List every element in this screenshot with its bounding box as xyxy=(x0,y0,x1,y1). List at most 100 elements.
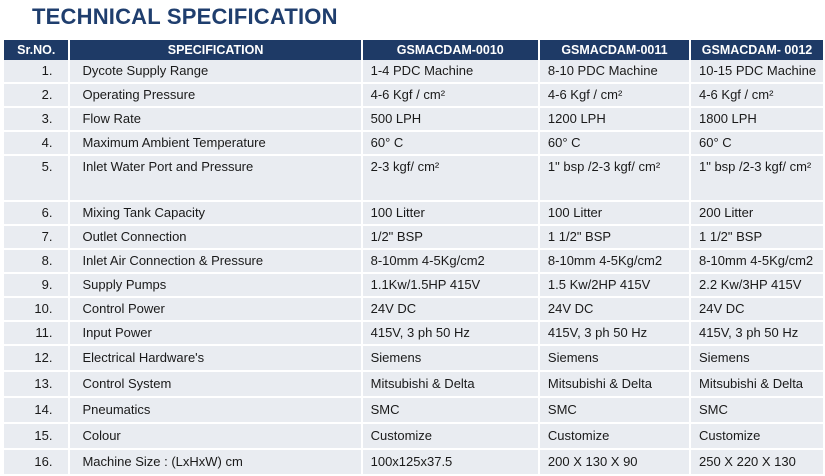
row-specification: Electrical Hardware's xyxy=(70,346,361,372)
row-value-gsmacdam-0010: 2-3 kgf/ cm² xyxy=(362,156,538,202)
row-value-gsmacdam-0012: Siemens xyxy=(691,346,823,372)
row-sr-number: 8. xyxy=(4,250,69,274)
table-row: 10. Control Power 24V DC 24V DC 24V DC xyxy=(4,298,823,322)
row-specification: Outlet Connection xyxy=(70,226,361,250)
row-value-gsmacdam-0012: Customize xyxy=(691,424,823,450)
row-value-gsmacdam-0010: 8-10mm 4-5Kg/cm2 xyxy=(362,250,538,274)
row-value-gsmacdam-0011: Customize xyxy=(539,424,689,450)
row-value-gsmacdam-0010: 24V DC xyxy=(362,298,538,322)
row-value-gsmacdam-0012: 2.2 Kw/3HP 415V xyxy=(691,274,823,298)
row-value-gsmacdam-0011: 100 Litter xyxy=(539,202,689,226)
row-value-gsmacdam-0011: 1" bsp /2-3 kgf/ cm² xyxy=(539,156,689,202)
row-value-gsmacdam-0012: 4-6 Kgf / cm² xyxy=(691,84,823,108)
row-value-gsmacdam-0010: 415V, 3 ph 50 Hz xyxy=(362,322,538,346)
row-sr-number: 13. xyxy=(4,372,69,398)
row-specification: Operating Pressure xyxy=(70,84,361,108)
row-sr-number: 1. xyxy=(4,60,69,84)
row-value-gsmacdam-0012: 1800 LPH xyxy=(691,108,823,132)
table-row: 5. Inlet Water Port and Pressure 2-3 kgf/ … xyxy=(4,156,823,202)
row-value-gsmacdam-0010: 500 LPH xyxy=(362,108,538,132)
row-sr-number: 3. xyxy=(4,108,69,132)
row-value-gsmacdam-0010: 1-4 PDC Machine xyxy=(362,60,538,84)
row-value-gsmacdam-0010: SMC xyxy=(362,398,538,424)
table-header-row: Sr.NO. SPECIFICATION GSMACDAM-0010 GSMAC… xyxy=(4,40,823,60)
column-header-gsmacdam-0011: GSMACDAM-0011 xyxy=(539,40,689,60)
row-value-gsmacdam-0012: Mitsubishi & Delta xyxy=(691,372,823,398)
row-value-gsmacdam-0010: 60° C xyxy=(362,132,538,156)
row-value-gsmacdam-0012: 10-15 PDC Machine xyxy=(691,60,823,84)
row-value-gsmacdam-0011: 60° C xyxy=(539,132,689,156)
row-specification: Mixing Tank Capacity xyxy=(70,202,361,226)
row-value-gsmacdam-0011: 4-6 Kgf / cm² xyxy=(539,84,689,108)
table-row: 15. Colour Customize Customize Customize xyxy=(4,424,823,450)
table-row: 9. Supply Pumps 1.1Kw/1.5HP 415V 1.5 Kw/2HP… xyxy=(4,274,823,298)
column-header-gsmacdam-0010: GSMACDAM-0010 xyxy=(362,40,538,60)
row-specification: Dycote Supply Range xyxy=(70,60,361,84)
row-sr-number: 16. xyxy=(4,450,69,476)
row-sr-number: 7. xyxy=(4,226,69,250)
row-specification: Supply Pumps xyxy=(70,274,361,298)
row-sr-number: 10. xyxy=(4,298,69,322)
table-row: 8. Inlet Air Connection & Pressure 8-10mm … xyxy=(4,250,823,274)
table-row: 14. Pneumatics SMC SMC SMC xyxy=(4,398,823,424)
row-value-gsmacdam-0011: 8-10 PDC Machine xyxy=(539,60,689,84)
row-value-gsmacdam-0010: Siemens xyxy=(362,346,538,372)
row-value-gsmacdam-0011: 24V DC xyxy=(539,298,689,322)
row-value-gsmacdam-0010: 100x125x37.5 xyxy=(362,450,538,476)
row-value-gsmacdam-0012: SMC xyxy=(691,398,823,424)
row-value-gsmacdam-0011: 8-10mm 4-5Kg/cm2 xyxy=(539,250,689,274)
row-value-gsmacdam-0012: 1" bsp /2-3 kgf/ cm² xyxy=(691,156,823,202)
row-sr-number: 15. xyxy=(4,424,69,450)
table-row: 2. Operating Pressure 4-6 Kgf / cm² 4-6 Kgf… xyxy=(4,84,823,108)
table-row: 1. Dycote Supply Range 1-4 PDC Machine 8-10… xyxy=(4,60,823,84)
row-specification: Maximum Ambient Temperature xyxy=(70,132,361,156)
table-row: 13. Control System Mitsubishi & Delta Mitsu… xyxy=(4,372,823,398)
row-value-gsmacdam-0011: 200 X 130 X 90 xyxy=(539,450,689,476)
row-sr-number: 9. xyxy=(4,274,69,298)
row-value-gsmacdam-0010: Mitsubishi & Delta xyxy=(362,372,538,398)
row-value-gsmacdam-0011: 1 1/2" BSP xyxy=(539,226,689,250)
row-value-gsmacdam-0010: Customize xyxy=(362,424,538,450)
column-header-gsmacdam-0012: GSMACDAM- 0012 xyxy=(691,40,823,60)
row-value-gsmacdam-0012: 250 X 220 X 130 xyxy=(691,450,823,476)
row-value-gsmacdam-0012: 60° C xyxy=(691,132,823,156)
table-row: 7. Outlet Connection 1/2" BSP 1 1/2" BSP 1 1… xyxy=(4,226,823,250)
row-value-gsmacdam-0010: 4-6 Kgf / cm² xyxy=(362,84,538,108)
row-value-gsmacdam-0012: 8-10mm 4-5Kg/cm2 xyxy=(691,250,823,274)
row-sr-number: 2. xyxy=(4,84,69,108)
row-value-gsmacdam-0011: SMC xyxy=(539,398,689,424)
row-specification: Control Power xyxy=(70,298,361,322)
row-value-gsmacdam-0012: 1 1/2" BSP xyxy=(691,226,823,250)
row-sr-number: 12. xyxy=(4,346,69,372)
column-header-sr-no: Sr.NO. xyxy=(4,40,69,60)
row-value-gsmacdam-0010: 1/2" BSP xyxy=(362,226,538,250)
table-row: 16. Machine Size : (LxHxW) cm 100x125x37.5… xyxy=(4,450,823,476)
row-sr-number: 11. xyxy=(4,322,69,346)
row-specification: Input Power xyxy=(70,322,361,346)
row-sr-number: 4. xyxy=(4,132,69,156)
row-value-gsmacdam-0012: 200 Litter xyxy=(691,202,823,226)
table-row: 6. Mixing Tank Capacity 100 Litter 100 Litt… xyxy=(4,202,823,226)
row-specification: Inlet Air Connection & Pressure xyxy=(70,250,361,274)
row-value-gsmacdam-0011: 415V, 3 ph 50 Hz xyxy=(539,322,689,346)
table-row: 12. Electrical Hardware's Siemens Siemens Si… xyxy=(4,346,823,372)
row-value-gsmacdam-0011: Siemens xyxy=(539,346,689,372)
column-header-specification: SPECIFICATION xyxy=(70,40,361,60)
row-specification: Inlet Water Port and Pressure xyxy=(70,156,361,202)
page-title: TECHNICAL SPECIFICATION xyxy=(32,4,338,29)
table-row: 11. Input Power 415V, 3 ph 50 Hz 415V, 3 ph… xyxy=(4,322,823,346)
row-specification: Pneumatics xyxy=(70,398,361,424)
row-value-gsmacdam-0012: 415V, 3 ph 50 Hz xyxy=(691,322,823,346)
row-value-gsmacdam-0011: 1200 LPH xyxy=(539,108,689,132)
row-specification: Control System xyxy=(70,372,361,398)
table-row: 3. Flow Rate 500 LPH 1200 LPH 1800 LPH xyxy=(4,108,823,132)
row-sr-number: 5. xyxy=(4,156,69,202)
row-value-gsmacdam-0011: 1.5 Kw/2HP 415V xyxy=(539,274,689,298)
row-specification: Machine Size : (LxHxW) cm xyxy=(70,450,361,476)
row-value-gsmacdam-0011: Mitsubishi & Delta xyxy=(539,372,689,398)
row-sr-number: 14. xyxy=(4,398,69,424)
row-value-gsmacdam-0012: 24V DC xyxy=(691,298,823,322)
row-value-gsmacdam-0010: 1.1Kw/1.5HP 415V xyxy=(362,274,538,298)
row-value-gsmacdam-0010: 100 Litter xyxy=(362,202,538,226)
